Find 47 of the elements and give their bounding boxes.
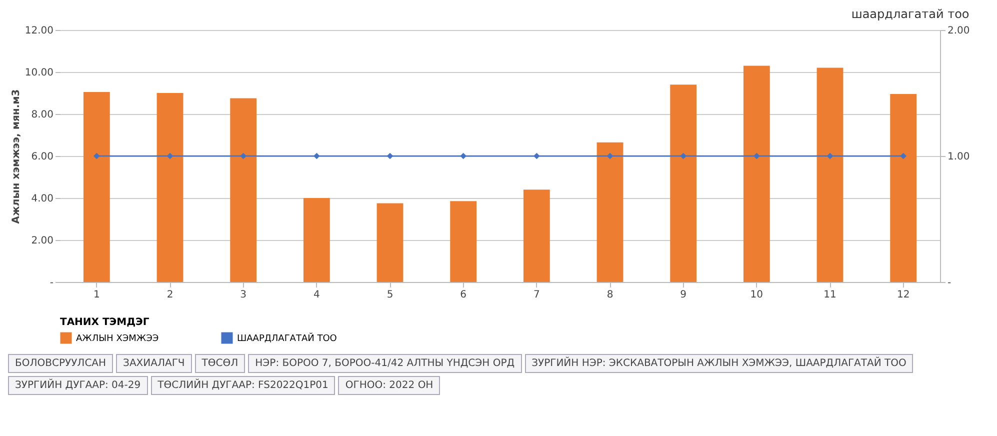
text: НЭР: БОРОО 7, БОРОО-41/42 АЛТНЫ ҮНДСЭН ОРД [248, 354, 522, 373]
x-tick-label: 8 [606, 290, 614, 300]
bar [450, 201, 477, 282]
text: ТӨСЛИЙН ДУГААР: FS2022Q1P01 [150, 376, 336, 395]
y-tick-label: 10.00 [24, 68, 54, 78]
y-tick-label: 6.00 [31, 152, 54, 162]
x-tick-label: 2 [166, 290, 174, 300]
y2-tick-label: 2.00 [948, 26, 970, 36]
y-axis-title: Ажлын хэмжээ, мян.м3 [10, 89, 22, 224]
x-tick-label: 6 [460, 290, 467, 300]
text: ЗУРГИЙН ДУГААР: 04-29 [8, 376, 148, 395]
text: БОЛОВСРУУЛСАН [8, 354, 114, 373]
y-tick-label: 2.00 [31, 236, 54, 246]
x-tick-label: 7 [533, 290, 540, 300]
y-tick-label: 12.00 [24, 26, 54, 36]
bar [83, 92, 110, 282]
y2-tick-label: 1.00 [948, 152, 970, 162]
bar [890, 94, 917, 282]
x-tick-label: 4 [313, 290, 320, 300]
bar [596, 142, 624, 282]
bar [303, 198, 330, 282]
x-tick-label: 3 [240, 290, 247, 300]
y-tick-label: - [50, 278, 54, 288]
text: ОГНОО: 2022 ОН [338, 376, 440, 395]
bar [523, 190, 550, 282]
y2-tick-label: - [948, 278, 952, 288]
bar [230, 98, 257, 282]
bar [376, 203, 404, 282]
text: ТӨСӨЛ [194, 354, 246, 373]
text: ЗУРГИЙН НЭР: ЭКСКАВАТОРЫН АЖЛЫН ХЭМЖЭЭ, ШААРДЛАГАТАЙ ТОО [524, 354, 914, 373]
bar [670, 84, 697, 282]
legend-label: ШААРДЛАГАТАЙ ТОО [237, 332, 337, 344]
x-tick-label: 12 [896, 290, 910, 300]
bar [156, 93, 184, 282]
legend-title: ТАНИХ ТЭМДЭГ [60, 317, 150, 328]
x-tick-label: 1 [93, 290, 100, 300]
x-tick-label: 11 [824, 290, 836, 300]
x-tick-label: 10 [750, 290, 764, 300]
y-tick-label: 8.00 [31, 110, 54, 120]
y-tick-label: 4.00 [31, 194, 54, 204]
bar [816, 68, 844, 282]
bar [743, 66, 770, 282]
legend-label: АЖЛЫН ХЭМЖЭЭ [76, 334, 159, 344]
text: ЗАХИАЛАГЧ [116, 354, 192, 373]
chart-title: шаардлагатай тоо [851, 7, 970, 21]
x-tick-label: 9 [680, 290, 687, 300]
x-tick-label: 5 [386, 290, 394, 300]
